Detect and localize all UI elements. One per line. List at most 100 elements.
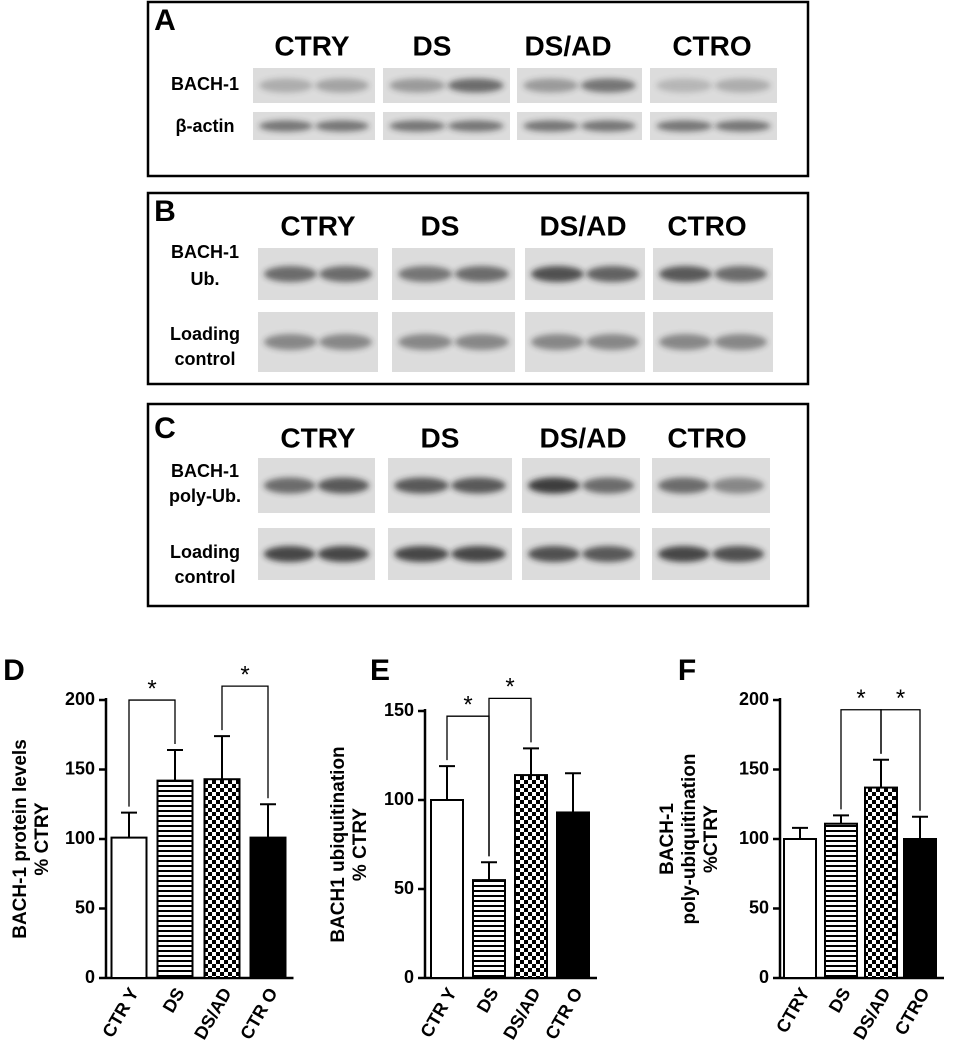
bar — [156, 779, 194, 979]
blot-band — [447, 78, 504, 93]
significance-label: * — [240, 661, 249, 688]
y-tick-label: 200 — [739, 689, 769, 709]
x-tick-label: CTR O — [236, 984, 281, 1042]
error-bar — [481, 861, 497, 881]
group-label: DS/AD — [539, 422, 626, 453]
blot-band — [656, 78, 713, 93]
group-label: DS/AD — [524, 30, 611, 61]
significance-bracket — [488, 697, 532, 857]
error-bar — [523, 747, 539, 776]
row-label: Loading — [170, 324, 240, 344]
blot-band — [714, 334, 767, 350]
y-tick-label: 150 — [739, 758, 769, 778]
y-tick-label: 100 — [384, 789, 414, 809]
y-tick-label: 100 — [739, 828, 769, 848]
y-tick-label: 0 — [85, 967, 95, 987]
blot-band — [659, 266, 712, 282]
blot-band — [317, 477, 370, 494]
blot-band — [714, 120, 771, 132]
panel-letter: E — [370, 654, 390, 687]
blot-band — [580, 78, 636, 93]
blot-band — [398, 266, 453, 282]
y-tick-label: 50 — [749, 897, 769, 917]
significance-label: * — [856, 685, 865, 712]
group-label: DS — [421, 422, 460, 453]
y-tick-label: 50 — [75, 897, 95, 917]
group-label: DS/AD — [539, 210, 626, 241]
significance-bracket — [880, 709, 921, 811]
y-tick-label: 0 — [759, 967, 769, 987]
significance-label: * — [896, 685, 905, 712]
row-label: BACH-1 — [171, 74, 239, 94]
blot-band — [714, 78, 771, 93]
panel-letter: F — [678, 654, 696, 687]
blot-band — [712, 546, 765, 562]
panel-frame — [146, 0, 810, 178]
blot-band — [586, 334, 639, 350]
bar — [110, 836, 148, 979]
x-tick-label: DS — [825, 984, 855, 1016]
y-axis-label: poly-ubiquitination — [679, 754, 700, 925]
group-label: CTRO — [667, 210, 746, 241]
bar — [903, 838, 937, 979]
row-label: BACH-1 — [171, 242, 239, 262]
blot-band — [398, 334, 453, 350]
x-tick-label: CTR O — [541, 984, 586, 1042]
panel-letter: C — [154, 412, 176, 445]
bar — [824, 822, 858, 980]
x-tick-label: CTRY — [772, 984, 813, 1036]
error-bar — [260, 803, 276, 838]
group-label: DS — [421, 210, 460, 241]
blot-band — [656, 120, 713, 132]
blot-band — [263, 477, 316, 494]
panel-letter: D — [3, 654, 25, 687]
row-label: poly-Ub. — [169, 486, 241, 506]
x-tick-label: CTR Y — [98, 984, 142, 1040]
blot-band — [259, 120, 313, 132]
bar — [556, 811, 590, 980]
y-axis-label: BACH-1 — [657, 803, 678, 875]
group-label: CTRY — [280, 422, 356, 453]
error-bar — [565, 772, 581, 813]
blot-band — [454, 266, 509, 282]
x-tick-label: CTR Y — [416, 984, 460, 1040]
significance-bracket — [221, 685, 269, 799]
y-axis-label: %CTRY — [701, 805, 722, 873]
blot-band — [451, 477, 506, 494]
significance-label: * — [147, 675, 156, 702]
blot-band — [447, 120, 504, 132]
blot-band — [657, 546, 710, 562]
blot-band — [712, 477, 765, 494]
bar — [514, 774, 548, 980]
blot-band — [454, 334, 509, 350]
error-bar — [214, 735, 230, 780]
blot-band — [389, 120, 446, 132]
blot-band — [263, 546, 316, 562]
blot-band — [714, 266, 767, 282]
group-label: CTRY — [280, 210, 356, 241]
x-tick-label: DS/AD — [849, 984, 894, 1043]
blot-band — [319, 266, 372, 282]
blot-band — [659, 334, 712, 350]
x-tick-label: DS — [159, 984, 189, 1016]
blot-band — [451, 546, 506, 562]
blot-band — [580, 120, 636, 132]
blot-band — [527, 546, 580, 562]
y-axis-label: BACH1 ubiquitination — [328, 746, 349, 942]
blot-band — [531, 266, 584, 282]
error-bar — [833, 814, 849, 824]
group-label: DS — [413, 30, 452, 61]
y-tick-label: 0 — [404, 967, 414, 987]
error-bar — [792, 826, 808, 839]
row-label: control — [175, 349, 236, 369]
blot-band — [394, 477, 449, 494]
x-tick-label: CTRO — [891, 984, 934, 1038]
y-tick-label: 200 — [65, 689, 95, 709]
row-label: BACH-1 — [171, 461, 239, 481]
error-bar — [912, 815, 928, 839]
blot-band — [259, 78, 313, 93]
group-label: CTRO — [667, 422, 746, 453]
blot-band — [531, 334, 584, 350]
group-label: CTRO — [672, 30, 751, 61]
significance-label: * — [463, 692, 472, 719]
